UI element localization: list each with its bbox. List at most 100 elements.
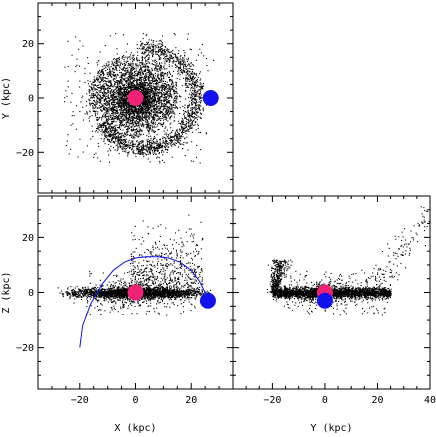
particle [136, 116, 138, 118]
particle [144, 104, 146, 106]
particle [145, 117, 147, 119]
particle [146, 76, 148, 78]
particle [85, 105, 87, 107]
particle [202, 108, 204, 110]
particle [109, 107, 111, 109]
particle [121, 77, 123, 79]
particle [165, 84, 167, 86]
particle [142, 82, 144, 84]
particle [122, 89, 124, 91]
particle [151, 117, 153, 119]
particle [107, 72, 109, 74]
particle [135, 89, 137, 91]
particle [103, 124, 105, 126]
particle [122, 149, 124, 151]
particle [137, 131, 139, 133]
particle [97, 116, 99, 118]
particle [133, 67, 135, 69]
particle [152, 139, 154, 141]
particle [106, 132, 108, 134]
particle [122, 86, 124, 88]
particle [121, 132, 123, 134]
particle [80, 101, 82, 103]
particle [161, 72, 163, 74]
particle [115, 109, 117, 111]
particle [140, 120, 142, 122]
particle [130, 87, 132, 89]
particle [114, 74, 116, 76]
particle [175, 85, 177, 87]
particle [118, 80, 120, 82]
particle [108, 100, 110, 102]
particle [96, 76, 98, 78]
particle [109, 73, 111, 75]
particle [135, 105, 137, 107]
particle [133, 113, 135, 115]
particle [149, 113, 151, 115]
particle [108, 92, 110, 94]
particle [159, 66, 161, 68]
particle [104, 94, 106, 96]
particle [97, 119, 99, 121]
particle [160, 79, 162, 81]
particle [114, 75, 116, 77]
particle [97, 85, 99, 87]
particle [149, 152, 151, 154]
particle [168, 95, 170, 97]
particle [146, 142, 148, 144]
particle [106, 128, 108, 130]
particle [132, 56, 134, 58]
particle [166, 59, 168, 61]
particle [119, 63, 121, 65]
particle [147, 94, 149, 96]
particle [148, 47, 150, 49]
particle [154, 68, 156, 70]
particle [112, 109, 114, 111]
particle [157, 75, 159, 77]
particle [188, 103, 190, 105]
particle [144, 94, 146, 96]
particle [96, 78, 98, 80]
particle [151, 130, 153, 132]
particle [144, 84, 146, 86]
particle [155, 146, 157, 148]
particle [145, 94, 147, 96]
particle [157, 78, 159, 80]
particle [145, 111, 147, 113]
particle [122, 115, 124, 117]
particle [141, 51, 143, 53]
particle [128, 80, 130, 82]
particle [125, 93, 127, 95]
particle [140, 87, 142, 89]
particle [119, 137, 121, 139]
particle [112, 97, 114, 99]
particle [128, 64, 130, 66]
particle [162, 72, 164, 74]
particle [150, 80, 152, 82]
particle [133, 59, 135, 61]
particle [129, 76, 131, 78]
particle [132, 78, 134, 80]
particle [150, 72, 152, 74]
particle [195, 96, 197, 98]
particle [147, 95, 149, 97]
particle [134, 88, 136, 90]
particle [93, 100, 95, 102]
particle [145, 115, 147, 117]
particle [104, 125, 106, 127]
particle [131, 72, 133, 74]
particle [176, 90, 178, 92]
particle [132, 115, 134, 117]
particle [131, 75, 133, 77]
particle [110, 99, 112, 101]
particle [115, 130, 117, 132]
particle [160, 50, 162, 52]
particle [166, 87, 168, 89]
particle [104, 109, 106, 111]
particle [128, 82, 130, 84]
particle [147, 70, 149, 72]
particle [116, 124, 118, 126]
particle [139, 109, 141, 111]
particle [127, 131, 129, 133]
particle [148, 67, 150, 69]
